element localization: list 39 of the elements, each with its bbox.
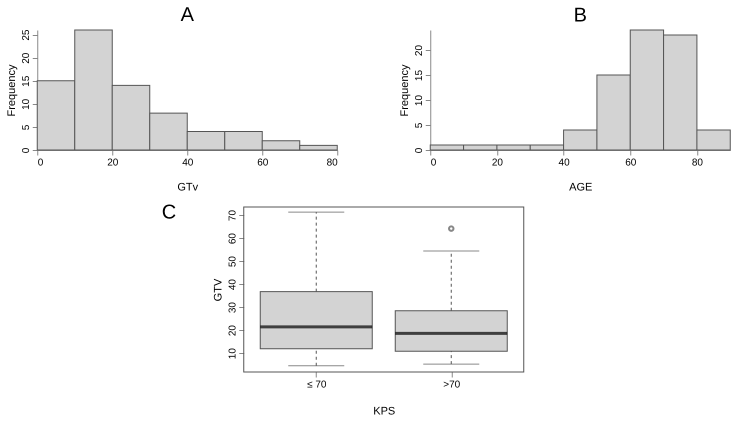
y-tick-label: 10 — [20, 98, 32, 110]
y-tick-label: 25 — [20, 29, 32, 41]
x-tick-label: 60 — [257, 158, 269, 168]
y-axis-title: GTV — [212, 278, 224, 302]
x-tick-label: 0 — [430, 158, 437, 168]
x-tick-label: 40 — [558, 158, 570, 168]
x-tick-label: 20 — [107, 158, 119, 168]
x-tick-label: 0 — [38, 158, 44, 168]
x-tick-label: >70 — [443, 380, 461, 390]
y-tick-label: 10 — [227, 348, 238, 360]
y-axis-title: Frequency — [6, 64, 18, 116]
chart-title: C — [162, 202, 176, 224]
y-tick-label: 40 — [227, 278, 238, 290]
y-tick-label: 20 — [227, 324, 238, 336]
x-tick-label: 40 — [182, 158, 194, 168]
y-tick-label: 5 — [414, 122, 425, 128]
y-tick-label: 15 — [414, 70, 425, 82]
x-axis-title: KPS — [373, 406, 396, 418]
y-tick-label: 30 — [227, 302, 238, 314]
y-tick-label: 70 — [227, 210, 238, 222]
y-tick-label: 10 — [414, 94, 425, 106]
x-tick-label: 20 — [492, 158, 504, 168]
y-tick-label: 5 — [20, 124, 32, 130]
x-tick-label: 80 — [326, 158, 338, 168]
y-tick-label: 20 — [20, 52, 32, 64]
x-axis-title: AGE — [569, 182, 592, 194]
x-axis-title: GTv — [177, 182, 199, 194]
y-tick-label: 15 — [20, 75, 32, 87]
chart-title: A — [180, 4, 195, 26]
x-tick-label: ≤ 70 — [307, 380, 327, 390]
y-tick-label: 0 — [20, 147, 32, 154]
x-tick-label: 60 — [625, 158, 637, 168]
y-tick-label: 50 — [227, 256, 238, 268]
y-axis-title: Frequency — [398, 64, 411, 116]
y-tick-label: 0 — [414, 147, 425, 154]
y-tick-label: 60 — [227, 232, 238, 244]
chart-title: B — [574, 4, 587, 26]
x-tick-label: 80 — [692, 158, 704, 168]
y-tick-label: 20 — [414, 44, 425, 56]
